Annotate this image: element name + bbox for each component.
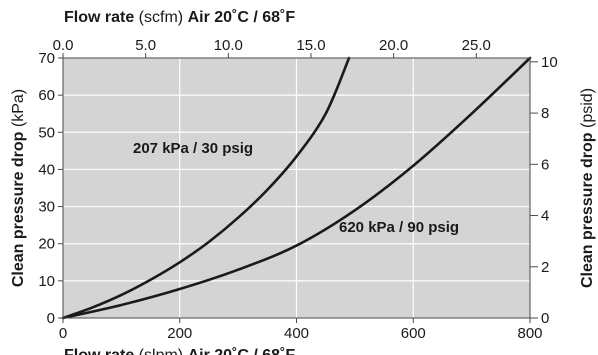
- series-line-620kpa: [61, 56, 532, 320]
- right-axis-title: Clean pressure drop (psid): [579, 88, 596, 288]
- top-axis-unit: (scfm): [134, 9, 187, 26]
- series-label-620kpa: 620 kPa / 90 psig: [339, 219, 459, 236]
- right-axis-label: Clean pressure drop: [579, 132, 596, 288]
- bottom-tick-label: 200: [167, 325, 192, 342]
- bottom-axis-condition: Air 20˚C / 68˚F: [188, 347, 296, 355]
- bottom-tick-label: 600: [401, 325, 426, 342]
- bottom-tick-label: 800: [517, 325, 542, 342]
- bottom-axis-title: Flow rate (slpm) Air 20˚C / 68˚F: [64, 347, 295, 355]
- axes: [58, 53, 538, 323]
- series-label-207kpa: 207 kPa / 30 psig: [133, 140, 253, 157]
- right-tick-label: 0: [541, 310, 549, 327]
- left-tick-label: 20: [38, 236, 55, 253]
- left-tick-label: 70: [38, 50, 55, 67]
- right-axis-unit: (psid): [579, 88, 596, 132]
- right-tick-label: 6: [541, 156, 549, 173]
- bottom-axis-unit: (slpm): [134, 347, 187, 355]
- top-tick-label: 10.0: [214, 37, 243, 54]
- left-axis-label: Clean pressure drop: [10, 131, 27, 287]
- bottom-tick-label: 400: [284, 325, 309, 342]
- bottom-tick-label: 0: [59, 325, 67, 342]
- bottom-axis-label: Flow rate: [64, 347, 134, 355]
- right-tick-label: 10: [541, 54, 558, 71]
- series-line-207kpa: [61, 56, 351, 320]
- left-tick-label: 0: [47, 310, 55, 327]
- left-tick-label: 30: [38, 199, 55, 216]
- top-tick-label: 15.0: [296, 37, 325, 54]
- top-tick-label: 5.0: [135, 37, 156, 54]
- left-tick-label: 50: [38, 124, 55, 141]
- left-tick-label: 10: [38, 273, 55, 290]
- right-tick-label: 8: [541, 105, 549, 122]
- top-axis-title: Flow rate (scfm) Air 20˚C / 68˚F: [64, 9, 295, 26]
- right-tick-label: 4: [541, 208, 549, 225]
- top-tick-label: 20.0: [379, 37, 408, 54]
- left-tick-label: 40: [38, 161, 55, 178]
- right-tick-label: 2: [541, 259, 549, 276]
- left-axis-unit: (kPa): [10, 89, 27, 132]
- top-axis-condition: Air 20˚C / 68˚F: [188, 9, 296, 26]
- series-lines: [61, 56, 532, 320]
- top-axis-label: Flow rate: [64, 9, 134, 26]
- top-tick-label: 0.0: [53, 37, 74, 54]
- gridlines: [63, 58, 530, 318]
- left-axis-title: Clean pressure drop (kPa): [10, 89, 27, 287]
- left-tick-label: 60: [38, 87, 55, 104]
- top-tick-label: 25.0: [462, 37, 491, 54]
